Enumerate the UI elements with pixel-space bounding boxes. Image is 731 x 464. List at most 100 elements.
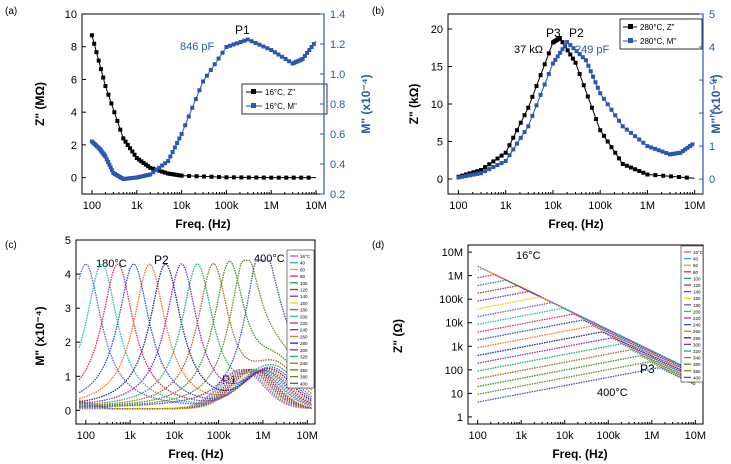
panel-a-ytick-label: 1.2 xyxy=(330,39,345,51)
panel-a-ytick-label: 8 xyxy=(71,42,77,54)
panel-b-series-0-point xyxy=(653,173,658,178)
panel-a-series-0-point xyxy=(224,175,229,180)
panel-a-series-1-point xyxy=(272,50,277,55)
panel-a-series-1-point xyxy=(309,45,314,49)
panel-d-series-19 xyxy=(477,367,696,403)
panel-a-ytick-label: 0.4 xyxy=(330,159,345,171)
panel-a-series-0-point xyxy=(134,156,139,160)
panel-a-series-1-point xyxy=(235,41,240,46)
panel-b-series-1-point xyxy=(633,134,638,139)
panel-b-series-1-point xyxy=(645,144,650,149)
panel-b-series-1-point xyxy=(649,145,654,150)
panel-a-series-1-point xyxy=(305,51,310,55)
panel-b-series-1-point xyxy=(616,118,621,123)
panel-c-series-4 xyxy=(79,368,312,410)
panel-a-series-1-point xyxy=(224,45,229,49)
panel-d-xtick-label: 1k xyxy=(515,430,527,442)
panel-c-legend-entry: 240 xyxy=(300,328,308,333)
panel-a-series-0-point xyxy=(306,175,311,180)
panel-d-temp-low: 16°C xyxy=(516,250,541,262)
panel-b-series-1-point xyxy=(687,144,692,149)
panel-b-series-1-point xyxy=(507,153,512,158)
panel-b-series-1-point xyxy=(652,146,657,151)
panel-a-ytick-label: 2 xyxy=(71,140,77,152)
panel-d-ytick-label: 10 xyxy=(451,388,463,400)
panel-d-series-17 xyxy=(477,355,696,388)
panel-b-series-1-point xyxy=(588,69,593,74)
panel-a-series-0-point xyxy=(103,84,108,88)
panel-b-xtick-label: 10k xyxy=(544,200,562,212)
panel-d-legend-entry: 60 xyxy=(693,263,699,268)
panel-b-series-1-point xyxy=(511,147,516,152)
panel-b-series-0-point xyxy=(526,105,531,110)
panel-a-series-1-point xyxy=(238,40,243,44)
panel-b-series-0-point xyxy=(522,113,527,118)
panel-a-series-0-point xyxy=(284,175,289,180)
panel-d-legend-entry: 340 xyxy=(693,356,701,361)
panel-c-xtick-label: 10k xyxy=(165,430,183,442)
panel-a-series-1-point xyxy=(220,50,225,55)
panel-b-series-0-point xyxy=(568,52,573,57)
panel-c-legend-entry: 180 xyxy=(300,308,308,313)
panel-d-temp-high: 400°C xyxy=(597,387,628,399)
panel-b-series-0-point xyxy=(542,62,547,67)
panel-a-ytick-label: 4 xyxy=(71,107,77,119)
panel-a-series-1-point xyxy=(110,168,115,173)
panel-b-ytick-label: 0 xyxy=(437,174,443,186)
panel-a-series-0-point xyxy=(246,175,251,180)
panel-a-series-0-point xyxy=(96,58,101,63)
panel-b-series-0-point xyxy=(598,128,603,133)
panel-a-series-0-point xyxy=(163,170,168,175)
panel-d-series-8 xyxy=(477,301,696,373)
panel-b-peak-m: P2 xyxy=(569,26,584,40)
panel-a-series-0-point xyxy=(177,173,182,178)
panel-b-series-1-point xyxy=(483,169,488,174)
panel-a-series-0-point xyxy=(261,175,266,180)
panel-b-series-1-point xyxy=(656,148,661,153)
panel-b-series-0-point xyxy=(560,40,565,45)
panel-d-label: (d) xyxy=(372,240,384,251)
panel-b-series-1-point xyxy=(471,172,476,177)
panel-a-series-0-point xyxy=(101,75,106,80)
panel-a-series-1-point xyxy=(183,123,188,128)
panel-a-series-0-point xyxy=(109,101,114,106)
panel-b-series-0-point xyxy=(613,150,618,155)
panel-b-series-1-point xyxy=(503,158,508,163)
panel-a-series-0-point xyxy=(187,173,192,178)
panel-d-legend-entry: 280 xyxy=(693,336,701,341)
panel-b-series-0-point xyxy=(565,48,570,53)
panel-c-series-19 xyxy=(79,259,313,408)
panel-a-series-1-point xyxy=(231,42,236,47)
panel-d-peak: P3 xyxy=(640,362,655,376)
panel-b-series-1-point xyxy=(609,107,614,112)
panel-b-series-0-point xyxy=(557,36,562,40)
panel-c-legend xyxy=(286,249,315,389)
panel-b-series-1-point xyxy=(598,91,603,96)
panel-d-legend-entry: 80 xyxy=(693,270,699,275)
panel-a-series-1-point xyxy=(300,57,305,61)
panel-b-series-1-point xyxy=(530,113,535,118)
panel-a-series-1-point xyxy=(249,39,254,44)
panel-c-series-11 xyxy=(78,263,312,404)
panel-d-series-9 xyxy=(477,307,696,373)
panel-b-ytick-label: 3 xyxy=(709,75,715,87)
panel-a-series-1-point xyxy=(228,43,233,48)
panel-b-series-1-point xyxy=(683,147,688,152)
panel-a-series-1-point xyxy=(130,176,135,180)
panel-a-series-1-point xyxy=(212,62,217,67)
panel-c-legend-entry: 60 xyxy=(300,267,306,272)
panel-b-xlabel: Freq. (Hz) xyxy=(548,217,603,231)
panel-a-peak-label: P1 xyxy=(235,23,250,37)
panel-b-series-1-point xyxy=(538,92,543,97)
panel-c-legend-entry: 280 xyxy=(300,341,308,346)
panel-b-series-1-point xyxy=(514,141,519,146)
panel-a-series-1-point xyxy=(148,172,153,177)
panel-d-legend-entry: 120 xyxy=(693,283,701,288)
panel-a-series-0-point xyxy=(141,160,146,165)
panel-a-series-1-point xyxy=(132,175,137,180)
panel-a-series-1-point xyxy=(103,154,108,159)
panel-c-legend-entry: 160 xyxy=(300,301,308,306)
panel-c-xtick-label: 10M xyxy=(297,430,318,442)
panel-b-series-0-point xyxy=(487,162,492,167)
